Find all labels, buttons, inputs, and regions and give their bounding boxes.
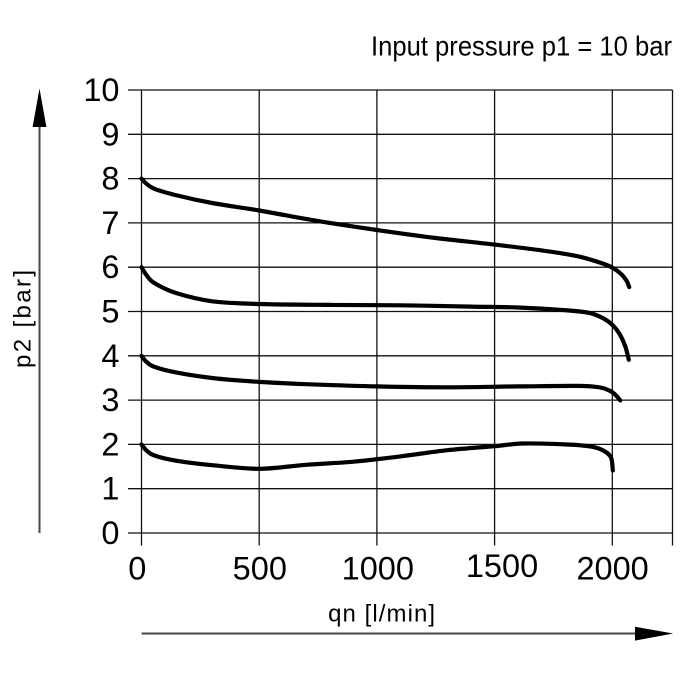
svg-text:500: 500 (233, 551, 287, 587)
svg-text:Input pressure p1 = 10 bar: Input pressure p1 = 10 bar (371, 31, 672, 62)
svg-text:8: 8 (101, 161, 119, 197)
svg-text:1500: 1500 (466, 548, 538, 584)
svg-text:1000: 1000 (342, 551, 414, 587)
svg-text:qn [l/min]: qn [l/min] (328, 601, 435, 628)
svg-text:9: 9 (101, 116, 119, 152)
svg-text:0: 0 (128, 551, 146, 587)
svg-text:7: 7 (101, 205, 119, 241)
svg-text:2: 2 (101, 426, 119, 462)
svg-text:10: 10 (83, 72, 119, 108)
svg-text:2000: 2000 (576, 551, 648, 587)
svg-text:6: 6 (101, 249, 119, 285)
svg-text:p2 [bar]: p2 [bar] (10, 270, 37, 368)
svg-text:4: 4 (101, 338, 119, 374)
svg-text:1: 1 (101, 471, 119, 507)
svg-text:3: 3 (101, 382, 119, 418)
svg-text:5: 5 (101, 294, 119, 330)
svg-text:0: 0 (101, 515, 119, 551)
